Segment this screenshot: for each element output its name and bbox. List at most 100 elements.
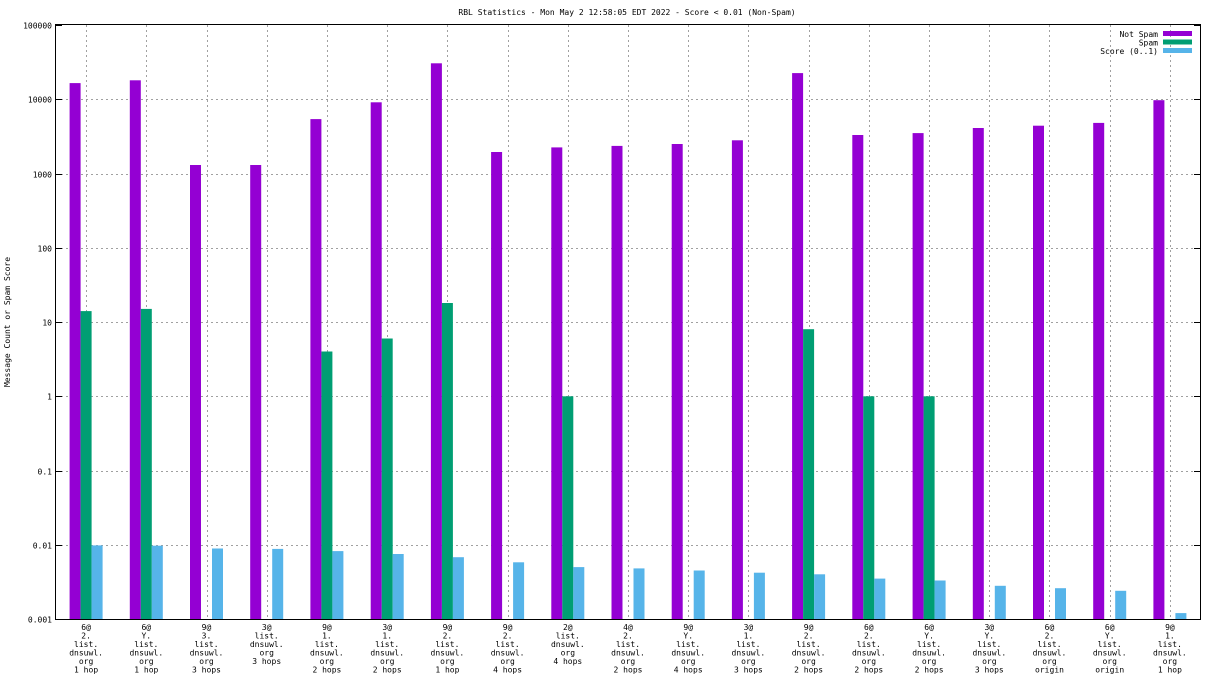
x-tick-label-line: list. — [977, 640, 1001, 649]
x-tick-label-line: dnsuwl. — [972, 649, 1006, 658]
bar-spam — [441, 303, 453, 619]
bar-not-spam — [551, 147, 563, 619]
y-tick-label: 10 — [42, 319, 52, 328]
x-tick-label-line: 1 hop — [134, 666, 158, 675]
x-tick-label-line: dnsuwl. — [129, 649, 163, 658]
bar-not-spam — [731, 140, 743, 620]
legend-label: Score (0..1) — [1100, 47, 1158, 56]
x-tick-label-line: dnsuwl. — [69, 649, 103, 658]
x-tick-label-line: 1. — [1165, 632, 1175, 641]
x-tick-label-line: org — [862, 657, 877, 666]
x-tick-label-line: org — [1042, 657, 1057, 666]
x-tick-label-line: dnsuwl. — [611, 649, 645, 658]
bar-spam — [562, 396, 574, 620]
x-tick-label-line: Y. — [141, 632, 151, 641]
x-tick-label-line: dnsuwl. — [671, 649, 705, 658]
x-tick-label-line: dnsuwl. — [431, 649, 465, 658]
x-tick-label-line: origin — [1035, 666, 1064, 675]
y-tick-label: 0.1 — [38, 468, 53, 477]
bar-score-0-1 — [91, 545, 103, 619]
bar-score-0-1 — [151, 545, 163, 619]
x-tick-label-line: list. — [375, 640, 399, 649]
x-tick-label-line: 6@ — [1045, 623, 1055, 632]
bar-score-0-1 — [513, 562, 525, 619]
bar-not-spam — [250, 165, 262, 619]
x-tick-label-line: dnsuwl. — [1153, 649, 1187, 658]
x-tick-label-line: 3@ — [984, 623, 994, 632]
x-tick-label-line: list. — [194, 640, 218, 649]
bar-not-spam — [430, 63, 442, 620]
legend-swatch — [1163, 39, 1192, 45]
bars — [69, 63, 1187, 620]
x-tick-label-line: org — [500, 657, 515, 666]
y-tick-label: 0.001 — [28, 616, 52, 625]
bar-not-spam — [792, 73, 804, 620]
x-tick-label-line: 6@ — [924, 623, 934, 632]
x-tick-label-line: 4 hops — [553, 657, 582, 666]
x-tick-label-line: 6@ — [864, 623, 874, 632]
x-tick-label-line: list. — [435, 640, 459, 649]
x-tick-label: 3@ Y. list. dnsuwl. org 3 hops — [972, 623, 1006, 675]
bar-not-spam — [370, 102, 382, 620]
bar-score-0-1 — [212, 548, 223, 619]
bar-spam — [923, 396, 935, 620]
legend-swatch — [1163, 31, 1192, 36]
x-tick-label-line: 3 hops — [734, 666, 763, 675]
x-tick-label-line: 2 hops — [915, 666, 944, 675]
x-tick-label-line: list. — [857, 640, 881, 649]
x-tick-label-line: org — [199, 657, 214, 666]
x-tick-label: 3@ list. dnsuwl. org 3 hops — [250, 623, 284, 666]
grid-lines — [56, 25, 1200, 619]
x-tick-label-line: Y. — [683, 632, 693, 641]
x-tick-label-line: dnsuwl. — [1093, 649, 1127, 658]
bar-not-spam — [310, 119, 322, 619]
x-tick-label: 9@ 2. list. dnsuwl. org 4 hops — [491, 623, 525, 675]
bar-score-0-1 — [1175, 613, 1187, 619]
x-tick-label-line: org — [982, 657, 997, 666]
x-tick-label-line: list. — [74, 640, 98, 649]
x-tick-label-line: 3 hops — [252, 657, 281, 666]
x-tick-label-line: 2 hops — [794, 666, 823, 675]
bar-not-spam — [1153, 100, 1165, 619]
bar-score-0-1 — [1055, 588, 1066, 619]
x-tick-label-line: 3. — [202, 632, 212, 641]
x-tick-label-line: 3 hops — [975, 666, 1004, 675]
bar-score-0-1 — [753, 572, 765, 619]
legend-swatch — [1163, 48, 1192, 53]
x-tick-label-line: 9@ — [322, 623, 332, 632]
x-tick-label-line: org — [139, 657, 154, 666]
x-tick-label-line: 6@ — [141, 623, 151, 632]
x-tick-label-line: list. — [1037, 640, 1061, 649]
x-tick-label-line: org — [922, 657, 937, 666]
x-tick-label-line: Y. — [924, 632, 934, 641]
bar-score-0-1 — [272, 548, 284, 619]
x-tick-label-line: org — [259, 649, 274, 658]
x-tick-label-line: 4 hops — [493, 666, 522, 675]
x-tick-label: 6@ Y. list. dnsuwl. org 1 hop — [129, 623, 163, 675]
bar-spam — [803, 329, 815, 619]
x-tick-label-line: Y. — [1105, 632, 1115, 641]
x-tick-label-line: 4 hops — [674, 666, 703, 675]
bar-spam — [321, 351, 333, 619]
bar-spam — [80, 311, 92, 619]
bar-not-spam — [611, 145, 623, 619]
bar-not-spam — [972, 128, 984, 619]
bar-not-spam — [1033, 125, 1044, 619]
bar-score-0-1 — [573, 567, 585, 619]
bar-spam — [140, 308, 152, 619]
x-tick-label-line: org — [561, 649, 576, 658]
bar-score-0-1 — [392, 554, 404, 619]
x-tick-label-line: 4@ — [623, 623, 633, 632]
x-tick-label-line: org — [380, 657, 395, 666]
bar-score-0-1 — [1115, 590, 1127, 619]
bar-score-0-1 — [332, 551, 344, 619]
x-tick-label: 6@ 2. list. dnsuwl. org 1 hop — [69, 623, 103, 675]
x-tick-label-line: 2. — [443, 632, 453, 641]
x-tick-label-line: dnsuwl. — [852, 649, 886, 658]
x-tick-label-line: dnsuwl. — [551, 640, 585, 649]
bar-score-0-1 — [693, 570, 705, 619]
x-tick-label-line: 6@ — [1105, 623, 1115, 632]
x-tick-label-line: 3@ — [744, 623, 754, 632]
